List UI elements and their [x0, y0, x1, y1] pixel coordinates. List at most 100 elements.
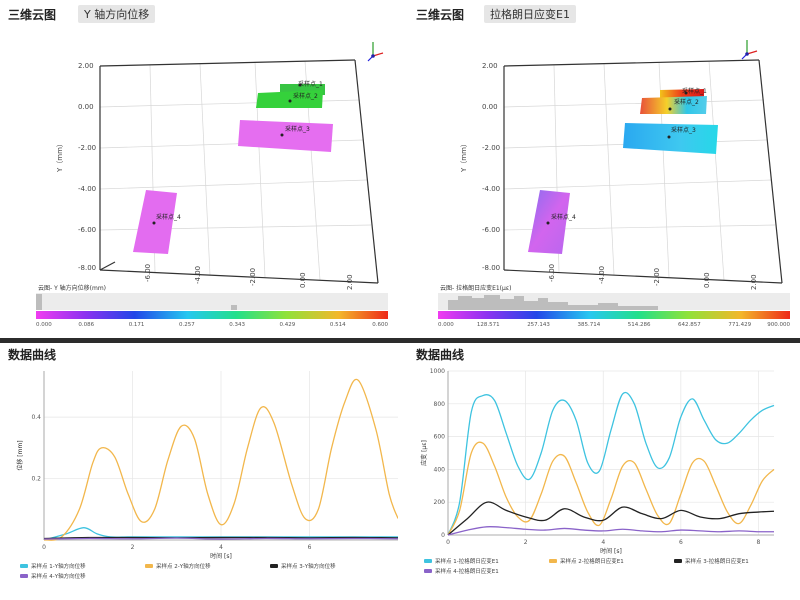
panel-badge[interactable]: Y 轴方向位移: [78, 5, 156, 23]
cloud-panel-right: 三维云图 拉格朗日应变E1 2.00 0.00 -2.00 -4.00 -6.00 -8.…: [402, 0, 800, 338]
patch-3: [238, 120, 333, 152]
y-tick-label: 0.00: [78, 103, 94, 111]
axis-gizmo-icon: [367, 42, 384, 62]
legend-label[interactable]: 采样点 1-Y轴方向位移: [31, 562, 86, 570]
x-tick-label: -4.00: [598, 266, 606, 284]
x-tick-label: 4: [601, 539, 605, 546]
legend-label[interactable]: 采样点 4-拉格朗日应变E1: [435, 567, 499, 575]
legend-swatch: [549, 559, 557, 563]
y-tick-label: 0.4: [31, 414, 41, 421]
colorbar-tick-label: 0.514: [330, 322, 346, 328]
y-tick-label: 200: [434, 499, 446, 506]
x-tick-label: 2.00: [750, 274, 758, 290]
point-label: 采样点_4: [551, 213, 576, 221]
legend-swatch: [674, 559, 682, 563]
point-label: 采样点_4: [156, 213, 181, 221]
x-tick-label: 2: [131, 544, 135, 551]
y-tick-label: -2.00: [78, 144, 96, 152]
panel-badge[interactable]: 拉格朗日应变E1: [484, 5, 576, 23]
legend-swatch: [20, 574, 28, 578]
panel-separator: [0, 338, 800, 343]
series-line-4: [43, 537, 398, 540]
y-tick-label: -6.00: [482, 226, 500, 234]
x-tick-label: 2: [524, 539, 528, 546]
panel-title: 三维云图: [416, 8, 465, 22]
curve-chart[interactable]: 0.2 0.4 0 2 4 6 时间 [s] 位移 [mm] 采样点 1-Y轴方向位移 采样点 2…: [0, 343, 398, 600]
y-axis-label: Y（mm）: [56, 140, 64, 173]
x-tick-label: 6: [679, 539, 683, 546]
x-tick-label: -4.00: [194, 266, 202, 284]
colorbar-tick-label: 0.171: [129, 322, 145, 328]
colorbar-tick-label: 0.000: [36, 322, 52, 328]
y-tick-label: -6.00: [78, 226, 96, 234]
x-tick-label: 8: [757, 539, 761, 546]
cloud-viewport[interactable]: 2.00 0.00 -2.00 -4.00 -6.00 -8.00 -6.00 -4.00 -…: [0, 0, 398, 338]
axis-gizmo-icon: [741, 40, 758, 60]
x-tick-label: 2.00: [346, 274, 354, 290]
colorbar-tick-label: 0.600: [372, 322, 388, 328]
series-line-1: [447, 391, 775, 536]
legend-swatch: [424, 569, 432, 573]
y-tick-label: 1000: [430, 368, 445, 375]
colorbar-tick-label: 0.343: [229, 322, 245, 328]
legend-label[interactable]: 采样点 2-Y轴方向位移: [156, 562, 211, 570]
x-tick-label: 0.00: [703, 272, 711, 288]
legend-label[interactable]: 采样点 3-拉格朗日应变E1: [685, 557, 749, 565]
series-line-4: [447, 526, 775, 536]
y-tick-label: -4.00: [78, 185, 96, 193]
series-line-1: [43, 527, 398, 541]
x-tick-label: -6.00: [548, 264, 556, 282]
y-axis-label: 位移 [mm]: [16, 440, 24, 470]
y-tick-label: -8.00: [78, 264, 96, 272]
x-tick-label: 0: [446, 539, 450, 546]
y-tick-label: 0.2: [31, 476, 41, 483]
colorbar-tick-label: 257.143: [527, 322, 550, 328]
x-axis-label: 时间 [s]: [600, 547, 622, 555]
point-label: 采样点_3: [285, 125, 310, 133]
curve-chart[interactable]: 0 200 400 600 800 1000 0 2 4 6 8 时间 [s] 应变 [με] 采样点 1…: [402, 343, 800, 600]
legend-swatch: [20, 564, 28, 568]
curve-panel-left: 数据曲线 0.2 0.4 0 2 4 6 时间 [s] 位移 [mm] 采样点 1-Y轴方向位移…: [0, 343, 398, 600]
legend-label[interactable]: 采样点 3-Y轴方向位移: [281, 562, 336, 570]
colorbar-tick-label: 514.286: [628, 322, 651, 328]
point-label: 采样点_2: [674, 98, 699, 106]
y-tick-label: 600: [434, 434, 446, 441]
colorbar-tick-label: 0.086: [78, 322, 94, 328]
point-label: 采样点_3: [671, 126, 696, 134]
x-tick-label: -2.00: [249, 268, 257, 286]
y-axis-label: 应变 [με]: [420, 440, 428, 466]
y-tick-label: 2.00: [78, 62, 94, 70]
y-tick-label: 2.00: [482, 62, 498, 70]
curve-panel-right: 数据曲线 0 200 400 600 800 1000 0 2 4 6 8 时间 [s] 应变 [με]…: [402, 343, 800, 600]
colorbar-tick-label: 0.000: [438, 322, 454, 328]
cloud-viewport[interactable]: 2.00 0.00 -2.00 -4.00 -6.00 -8.00 -6.00 -4.00 -…: [402, 0, 800, 338]
point-label: 采样点_1: [682, 87, 707, 95]
colorbar-tick-label: 0.429: [280, 322, 296, 328]
legend-label[interactable]: 采样点 1-拉格朗日应变E1: [435, 557, 499, 565]
legend-label[interactable]: 采样点 4-Y轴方向位移: [31, 572, 86, 580]
colorbar-label: 云图- 拉格朗日应变E1(με): [440, 284, 511, 292]
colorbar: [36, 311, 388, 319]
y-tick-label: 800: [434, 401, 446, 408]
x-tick-label: 0.00: [299, 272, 307, 288]
panel-title: 数据曲线: [8, 348, 57, 362]
legend-swatch: [145, 564, 153, 568]
patch-2: [256, 90, 323, 108]
x-tick-label: -2.00: [653, 268, 661, 286]
patch-2: [640, 96, 707, 114]
legend-swatch: [270, 564, 278, 568]
colorbar-tick-label: 385.714: [577, 322, 600, 328]
series-line-2: [43, 378, 398, 541]
legend-label[interactable]: 采样点 2-拉格朗日应变E1: [560, 557, 624, 565]
histogram: [36, 293, 388, 310]
panel-title: 数据曲线: [416, 348, 465, 362]
colorbar-tick-label: 128.571: [477, 322, 500, 328]
legend-swatch: [424, 559, 432, 563]
colorbar-tick-label: 642.857: [678, 322, 701, 328]
patch-3: [623, 123, 718, 154]
colorbar-label: 云图- Y 轴方向位移(mm): [38, 284, 106, 292]
colorbar-tick-label: 900.000: [767, 322, 790, 328]
point-label: 采样点_1: [298, 80, 323, 88]
series-line-3: [43, 536, 398, 540]
series-line-2: [447, 441, 775, 536]
